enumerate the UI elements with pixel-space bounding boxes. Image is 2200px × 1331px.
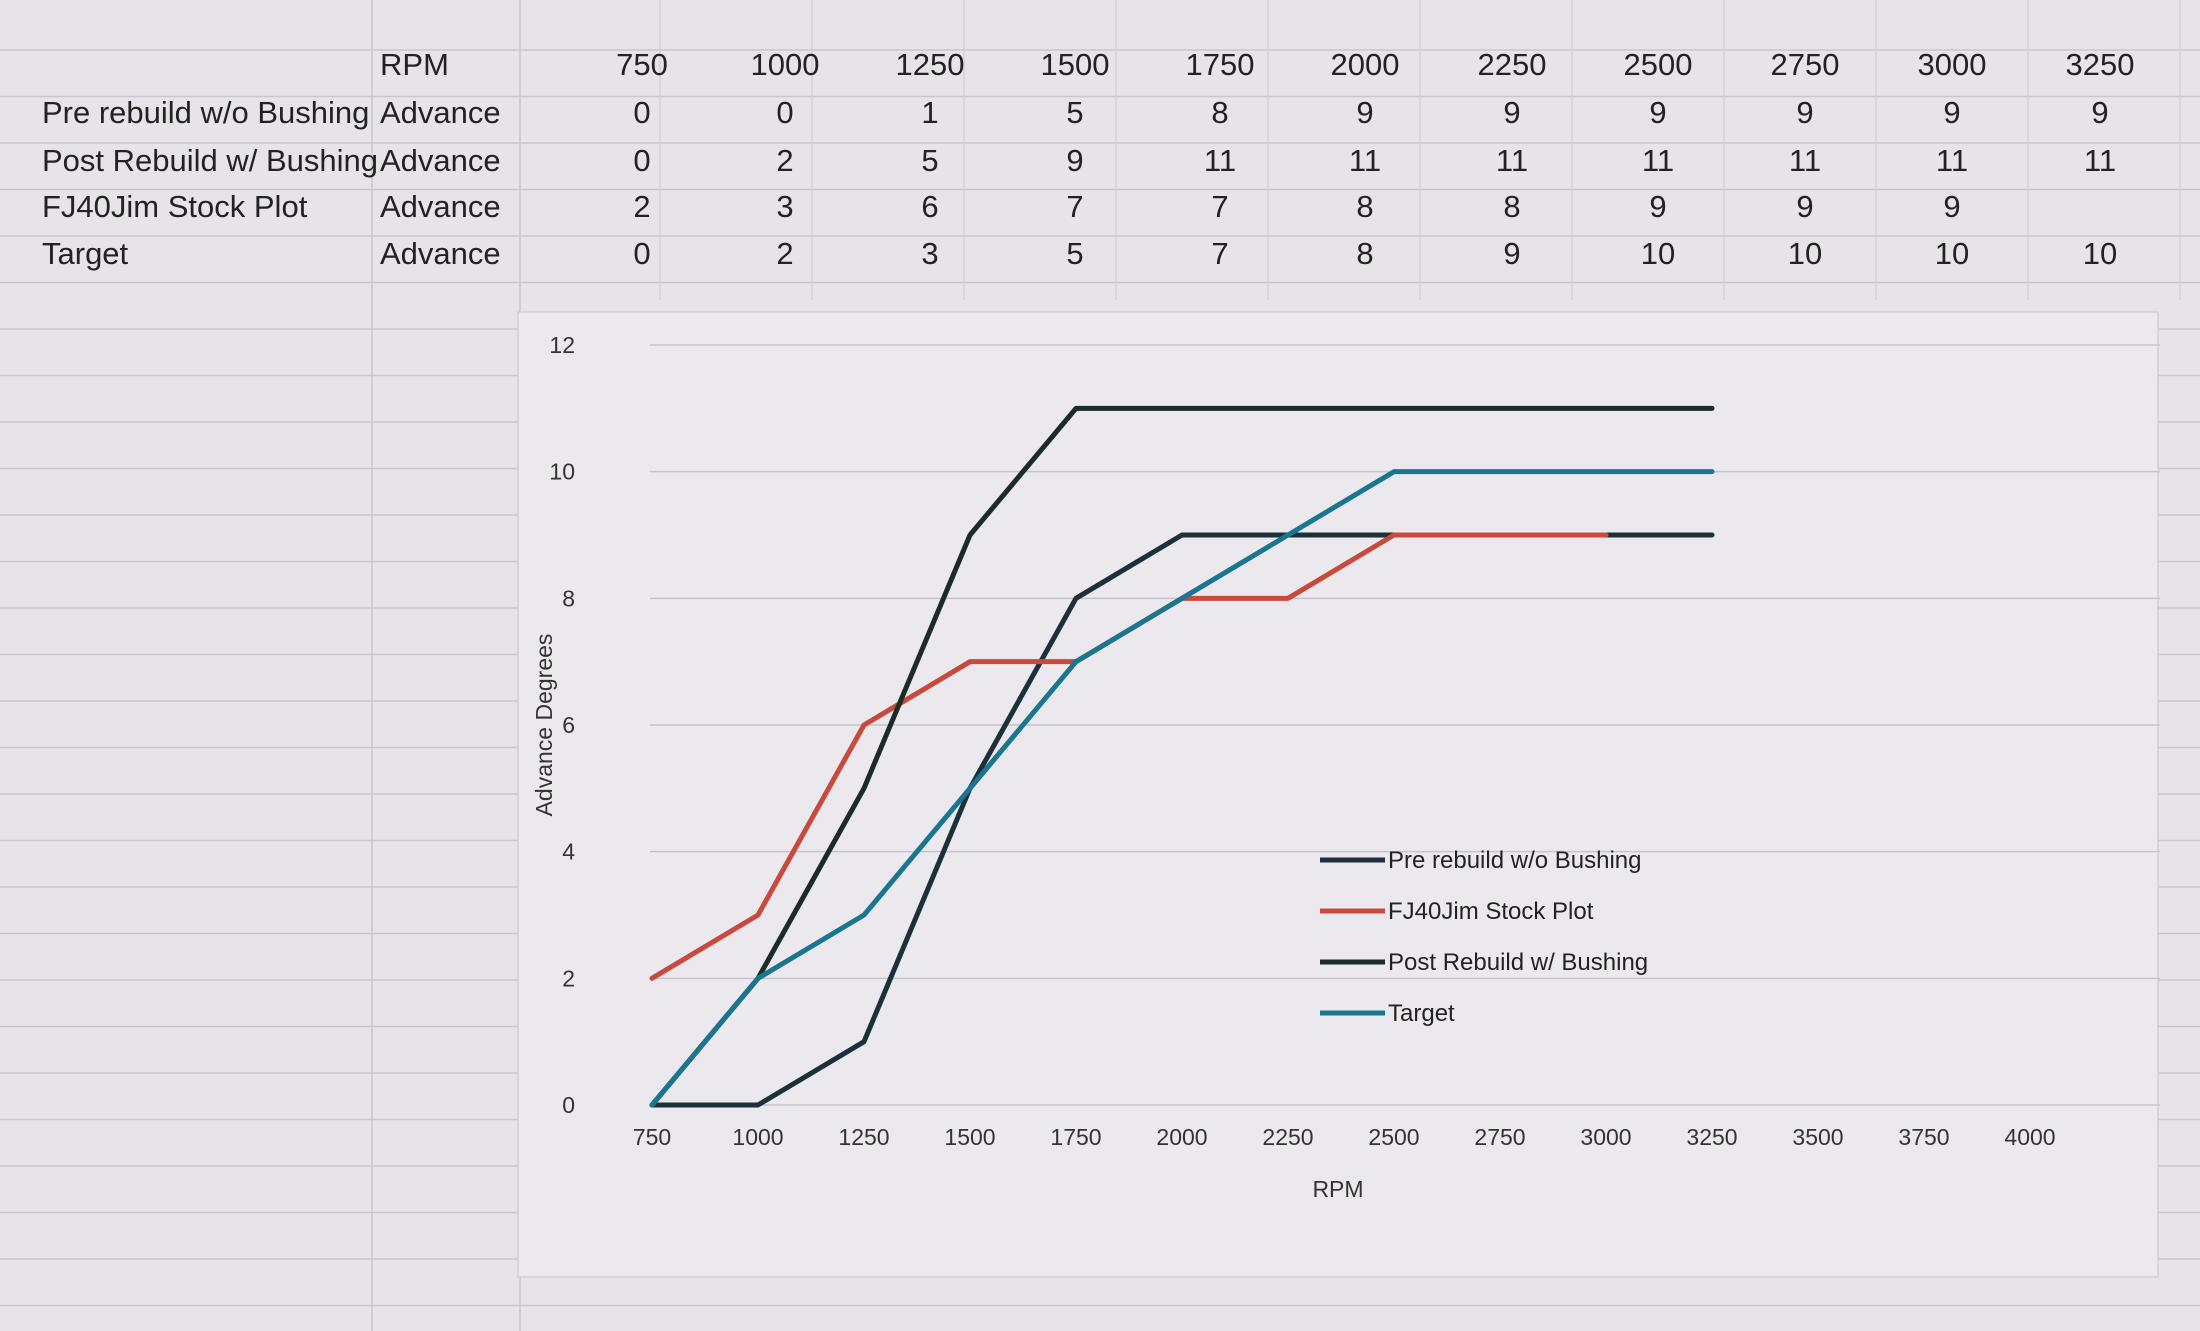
table-cell: 9 — [1066, 143, 1083, 178]
table-cell: 8 — [1356, 189, 1373, 224]
series-line[interactable] — [649, 405, 1715, 1108]
table-cell: 9 — [1503, 236, 1520, 271]
table-cell: 3 — [921, 236, 938, 271]
table-cell: 11 — [1204, 143, 1236, 178]
y-tick-label: 12 — [549, 332, 575, 358]
x-tick-label: 3750 — [1898, 1124, 1949, 1150]
table-cell: 1 — [921, 95, 938, 130]
table-cell: 0 — [633, 236, 650, 271]
rpm-header-cell: 1500 — [1041, 47, 1110, 82]
table-cell: 3 — [776, 189, 793, 224]
table-cell: 5 — [1066, 95, 1083, 130]
table-cell: 8 — [1211, 95, 1228, 130]
table-cell: 7 — [1066, 189, 1083, 224]
table-cell: 10 — [1641, 236, 1675, 271]
table-cell: 10 — [1935, 236, 1969, 271]
y-tick-label: 2 — [562, 965, 575, 991]
table-cell: 11 — [1642, 143, 1674, 178]
table-cell: 6 — [921, 189, 938, 224]
table-cell: 2 — [776, 236, 793, 271]
table-cell: 5 — [921, 143, 938, 178]
table-cell: 0 — [776, 95, 793, 130]
rpm-header-cell: 2750 — [1771, 47, 1840, 82]
x-tick-label: 2000 — [1156, 1124, 1207, 1150]
table-cell: 9 — [1943, 95, 1960, 130]
y-tick-label: 6 — [562, 712, 575, 738]
rpm-header-cell: 2000 — [1331, 47, 1400, 82]
rpm-header-cell: 1750 — [1186, 47, 1255, 82]
row-label: Pre rebuild w/o Bushing — [42, 95, 369, 130]
table-cell: 11 — [1496, 143, 1528, 178]
x-tick-label: 1500 — [944, 1124, 995, 1150]
table-cell: 10 — [1788, 236, 1822, 271]
legend-entry: Pre rebuild w/o Bushing — [1388, 847, 1641, 874]
table-cell: 8 — [1356, 236, 1373, 271]
x-tick-label: 3500 — [1792, 1124, 1843, 1150]
rpm-header-cell: 3000 — [1918, 47, 1987, 82]
legend-entry: Target — [1388, 1000, 1455, 1027]
x-tick-label: 2750 — [1474, 1124, 1525, 1150]
rpm-header-cell: 1000 — [751, 47, 820, 82]
chart-area[interactable] — [517, 311, 2159, 1278]
y-tick-label: 10 — [549, 459, 575, 485]
table-cell: 11 — [1349, 143, 1381, 178]
rpm-header-cell: 2250 — [1478, 47, 1547, 82]
table-cell: 2 — [776, 143, 793, 178]
table-cell: 11 — [2084, 143, 2116, 178]
table-cell: 9 — [1356, 95, 1373, 130]
x-tick-label: 1250 — [838, 1124, 889, 1150]
row-unit: Advance — [380, 95, 501, 130]
legend-entry: FJ40Jim Stock Plot — [1388, 898, 1594, 925]
row-unit: Advance — [380, 189, 501, 224]
row-label: Target — [42, 236, 129, 271]
y-axis-title: Advance Degrees — [531, 634, 557, 817]
table-cell: 9 — [2091, 95, 2108, 130]
x-tick-label: 3250 — [1686, 1124, 1737, 1150]
y-tick-label: 8 — [562, 585, 575, 611]
x-tick-label: 1000 — [732, 1124, 783, 1150]
x-tick-label: 1750 — [1050, 1124, 1101, 1150]
line-chart: 0 2 4 6 8 10 12 750 1000 1250 1500 1750 2000 2250 2500… — [517, 311, 2160, 1278]
table-cell: 7 — [1211, 189, 1228, 224]
table-cell: 0 — [633, 95, 650, 130]
rpm-header-label: RPM — [380, 47, 449, 82]
table-cell: 9 — [1796, 95, 1813, 130]
row-unit: Advance — [380, 143, 501, 178]
legend-entry: Post Rebuild w/ Bushing — [1388, 949, 1648, 976]
table-cell: 5 — [1066, 236, 1083, 271]
table-cell: 11 — [1936, 143, 1968, 178]
table-cell: 11 — [1789, 143, 1821, 178]
table-cell: 0 — [633, 143, 650, 178]
table-cell: 2 — [633, 189, 650, 224]
x-tick-label: 2500 — [1368, 1124, 1419, 1150]
y-tick-label: 0 — [562, 1092, 575, 1118]
y-tick-label: 4 — [562, 839, 575, 865]
x-tick-label: 3000 — [1580, 1124, 1631, 1150]
table-cell: 9 — [1943, 189, 1960, 224]
row-label: FJ40Jim Stock Plot — [42, 189, 308, 224]
x-tick-label: 4000 — [2004, 1124, 2055, 1150]
table-cell: 9 — [1796, 189, 1813, 224]
table-cell: 8 — [1503, 189, 1520, 224]
rpm-header-cell: 1250 — [896, 47, 965, 82]
x-tick-label: 2250 — [1262, 1124, 1313, 1150]
table-cell: 9 — [1503, 95, 1520, 130]
table-cell: 7 — [1211, 236, 1228, 271]
rpm-header-cell: 2500 — [1624, 47, 1693, 82]
rpm-header-cell: 750 — [616, 47, 668, 82]
series-line[interactable] — [649, 469, 1715, 1108]
x-axis-title: RPM — [1312, 1176, 1363, 1202]
data-table: RPM 750 1000 1250 1500 1750 2000 2250 2500 2750 30… — [42, 47, 2134, 271]
row-unit: Advance — [380, 236, 501, 271]
x-tick-label: 750 — [633, 1124, 671, 1150]
rpm-header-cell: 3250 — [2066, 47, 2135, 82]
table-cell: 10 — [2083, 236, 2117, 271]
table-cell: 9 — [1649, 189, 1666, 224]
row-label: Post Rebuild w/ Bushing — [42, 143, 378, 178]
table-cell: 9 — [1649, 95, 1666, 130]
